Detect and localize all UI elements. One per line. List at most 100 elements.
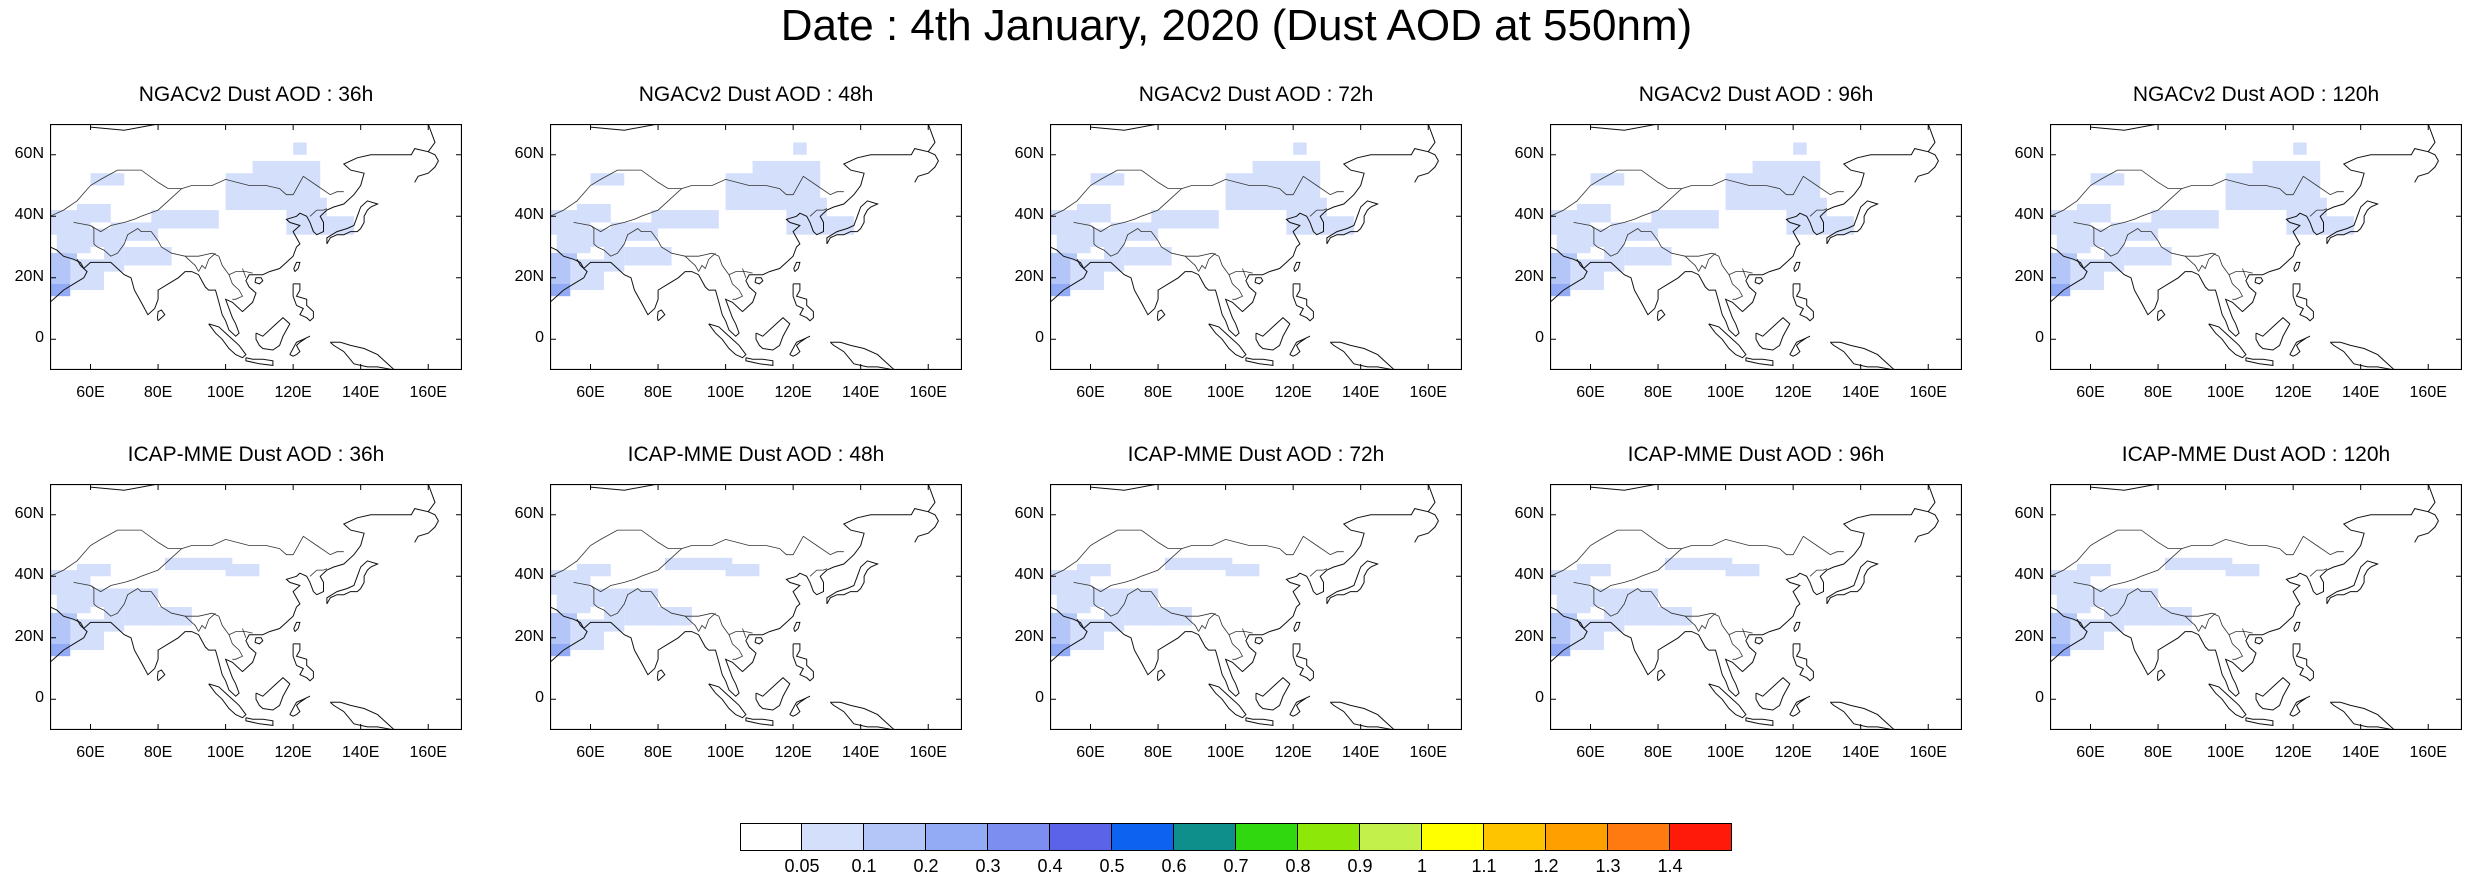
lon-tick-label: 120E [1274, 744, 1312, 761]
dust-shade [651, 607, 692, 626]
lon-tick-label: 160E [409, 384, 447, 401]
coastline [2050, 124, 2436, 337]
colorbar-label: 0.6 [1161, 856, 1187, 876]
coastline [2254, 637, 2264, 645]
lon-tick-label: 100E [206, 744, 245, 761]
coastline [2245, 357, 2274, 366]
lon-tick-label: 100E [1206, 384, 1245, 401]
coastline [1755, 317, 1791, 351]
dust-shade [577, 563, 611, 577]
coastline [1754, 277, 1764, 285]
coastline [254, 277, 264, 285]
country-border [228, 274, 244, 300]
country-border [809, 208, 828, 217]
dust-shade [1110, 222, 1159, 241]
lat-tick-label: 40N [2014, 566, 2044, 584]
country-border [1590, 585, 1598, 608]
country-border [1698, 612, 1716, 632]
lon-tick-label: 100E [1706, 744, 1745, 761]
map-area [50, 124, 462, 370]
country-border [97, 228, 220, 257]
coastline [550, 484, 936, 697]
dust-shade [77, 563, 111, 577]
coastline [1550, 124, 1936, 337]
colorbar-label: 1.1 [1471, 856, 1497, 876]
coastline [50, 259, 88, 303]
lat-tick-label: 40N [1014, 206, 1044, 224]
lon-tick-label: 160E [409, 744, 447, 761]
coastline [1329, 341, 1396, 370]
country-border [1242, 268, 1247, 278]
lon-tick-label: 100E [1206, 744, 1245, 761]
lon-tick-label: 140E [2342, 744, 2380, 761]
coastline [1208, 683, 1247, 719]
lon-tick-label: 60E [1576, 744, 1605, 761]
country-border [1742, 628, 1747, 638]
dust-shade [610, 222, 659, 241]
lon-tick-label: 160E [909, 744, 947, 761]
lon-tick-label: 160E [909, 384, 947, 401]
coastline [829, 341, 896, 370]
coastline [329, 341, 396, 370]
lat-tick-label: 0 [535, 689, 544, 707]
coastline [2329, 341, 2396, 370]
lon-tick-label: 140E [342, 384, 380, 401]
dust-shade [124, 247, 172, 266]
coastline [793, 261, 801, 272]
dust-shade [1225, 563, 1260, 577]
colorbar-label: 0.5 [1099, 856, 1125, 876]
country-border [2097, 588, 2220, 617]
lat-tick-label: 20N [1514, 627, 1544, 645]
coastline [755, 677, 791, 711]
country-border [2242, 268, 2247, 278]
coastline [1245, 717, 1274, 726]
lon-tick-label: 100E [206, 384, 245, 401]
coastline [1289, 335, 1311, 357]
colorbar [740, 823, 1732, 851]
coastline [2289, 335, 2311, 357]
country-border [1309, 208, 1328, 217]
lon-tick-label: 60E [576, 744, 605, 761]
map-panel: NGACv2 Dust AOD : 36h 60N 40N 20N 0 60E 80E 100… [15, 83, 462, 401]
country-border [809, 568, 828, 577]
country-border [590, 585, 598, 608]
lon-tick-label: 120E [2274, 744, 2312, 761]
country-border [550, 529, 682, 577]
country-border [550, 169, 682, 217]
coastline [550, 259, 588, 303]
coastline [50, 484, 436, 697]
coastline [326, 560, 380, 605]
lon-tick-label: 140E [2342, 384, 2380, 401]
dust-shade [151, 210, 219, 229]
coastline [50, 619, 88, 663]
country-border [1050, 169, 1182, 217]
dust-shade [610, 588, 659, 607]
coastline [293, 621, 301, 632]
dust-shade [2293, 142, 2307, 155]
colorbar-swatch [1174, 823, 1236, 851]
coastline [414, 151, 439, 183]
dust-shade [570, 259, 605, 291]
dust-shade [104, 607, 125, 632]
country-border [1198, 252, 1216, 272]
coastline [1914, 151, 1939, 183]
country-border [198, 252, 216, 272]
coastline [1745, 357, 1774, 366]
dust-shade [1252, 160, 1321, 186]
colorbar-swatch [1484, 823, 1546, 851]
dust-shade [1151, 607, 1192, 626]
country-border [2218, 616, 2253, 636]
map-area [1050, 124, 1462, 370]
lat-tick-label: 40N [14, 566, 44, 584]
lon-tick-label: 60E [2076, 384, 2105, 401]
coastline [1293, 261, 1301, 272]
lon-tick-label: 120E [1274, 384, 1312, 401]
map-area [50, 484, 462, 730]
country-border [73, 535, 344, 593]
panel-title: ICAP-MME Dust AOD : 36h [127, 443, 385, 466]
dust-shade [293, 142, 307, 155]
dust-shade [2164, 557, 2233, 571]
coastline [1208, 323, 1247, 359]
colorbar-label: 0.4 [1037, 856, 1063, 876]
dust-shade [1651, 607, 1692, 626]
